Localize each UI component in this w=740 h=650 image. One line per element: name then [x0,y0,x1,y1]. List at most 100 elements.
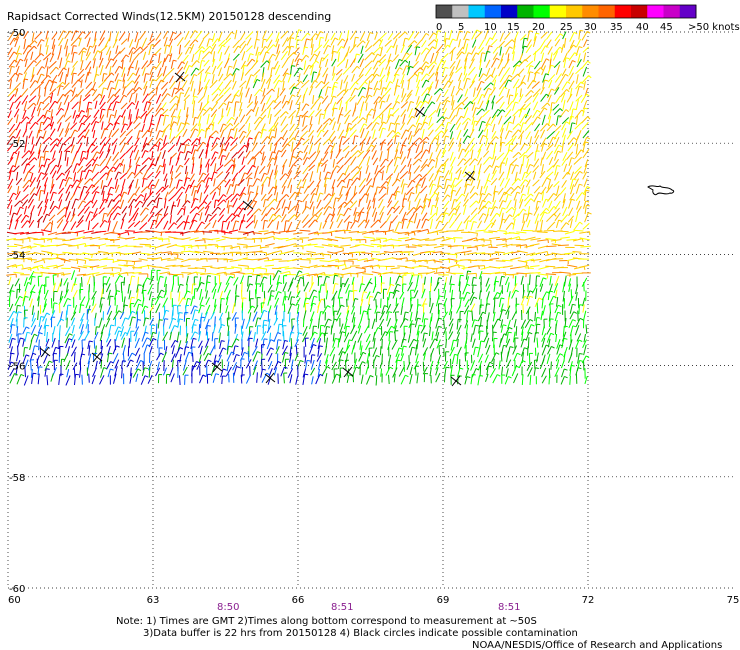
wind-barb-flag [425,79,430,83]
wind-barb [473,165,476,175]
wind-barb [302,193,309,203]
legend-swatch [631,5,648,18]
wind-barb [336,58,346,67]
wind-barb [364,219,370,229]
wind-barb [528,136,532,147]
wind-barb [532,92,539,103]
wind-barb [471,310,474,321]
wind-barb [456,319,459,330]
wind-barb [421,40,427,48]
wind-barb-flag [206,127,211,130]
wind-barb-flag [67,60,71,63]
wind-barb [191,138,198,146]
wind-barb [359,283,362,293]
wind-barb-flag [482,120,486,124]
wind-barb [246,37,252,46]
wind-barb [316,302,320,314]
wind-barb-flag [540,67,544,71]
wind-barb [349,43,357,54]
wind-barb [84,72,89,83]
wind-barb [183,177,188,187]
wind-barb [423,276,426,285]
wind-barb-flag [69,333,73,336]
wind-barb-flag [529,30,534,33]
wind-barb-flag [348,221,353,224]
wind-barb [162,123,171,133]
wind-barb [353,37,356,48]
wind-barb [444,38,447,47]
wind-barb [316,162,320,173]
wind-barb [77,215,85,224]
wind-barb [101,185,105,195]
wind-barb-flag [409,65,414,69]
wind-barb [350,87,356,97]
wind-barb [490,114,497,125]
wind-barb [254,131,260,140]
wind-barb [267,163,271,174]
wind-barb [496,109,503,117]
wind-barb [441,67,446,77]
wind-barb-flag [338,273,340,278]
wind-barb [331,318,335,329]
wind-barb [68,258,78,261]
wind-barb [281,58,289,69]
wind-barb [294,192,299,201]
wind-barb [308,231,318,235]
wind-barb [456,51,463,60]
wind-barb-flag [585,189,590,192]
wind-barb-flag [110,324,115,327]
wind-barb-flag [272,135,276,139]
wind-barb [484,74,492,82]
wind-barb-flag [298,199,303,203]
wind-barb-flag [466,183,471,186]
wind-barb [498,191,505,203]
wind-barb [141,60,149,70]
wind-barb [260,129,264,139]
wind-barb [303,151,308,160]
wind-barb [563,163,568,173]
wind-barb [20,88,29,98]
wind-barb-flag [391,325,395,329]
wind-barb [107,213,112,223]
wind-barb [557,244,569,247]
wind-barb [485,128,489,139]
wind-barb [416,324,420,336]
wind-barb [219,290,224,300]
wind-barb [198,123,201,133]
wind-barb [114,171,119,180]
wind-barb [479,135,484,145]
wind-barb [124,230,136,232]
wind-barb-flag [45,150,49,153]
wind-barb [191,60,198,68]
wind-barb [352,317,356,328]
wind-barb [583,164,588,174]
wind-barb [478,330,481,341]
wind-barb [520,220,526,231]
wind-barb [56,257,66,260]
wind-barb-flag [425,47,430,51]
wind-barb-flag [159,319,163,321]
wind-barb-flag [139,46,144,50]
wind-barb [399,144,404,154]
wind-barb [155,60,162,70]
wind-barb-flag [70,89,74,93]
wind-barb [407,281,413,292]
wind-barb [255,46,259,56]
wind-barb [441,212,446,224]
wind-barb [491,109,499,119]
legend-swatch [533,5,551,18]
wind-barb [372,109,376,119]
wind-barb [178,44,182,55]
wind-barb [226,101,230,111]
wind-barb-flag [461,193,466,197]
wind-barb [391,131,399,139]
wind-barb [356,40,364,48]
wind-barb [489,212,498,223]
wind-barb [17,337,21,348]
wind-barb [459,259,471,261]
wind-barb [191,185,195,196]
wind-barb [450,131,454,140]
wind-barb [487,312,490,322]
wind-barb-flag [49,136,53,141]
wind-barb [253,101,259,111]
